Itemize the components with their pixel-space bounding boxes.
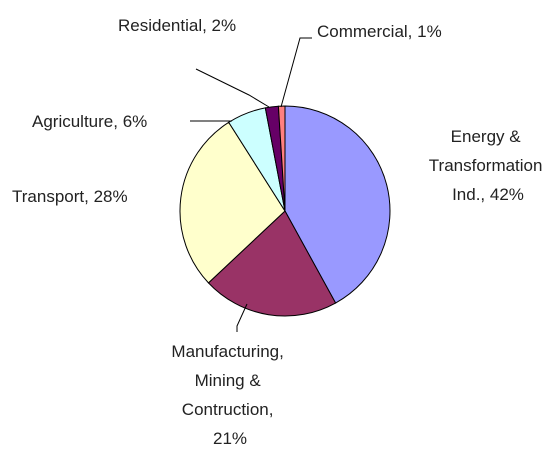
label-energy: Energy & Transformation Ind., 42% xyxy=(429,127,547,204)
leader-line-commercial xyxy=(280,37,312,108)
slice-labels: Energy & Transformation Ind., 42% Manufa… xyxy=(12,16,547,448)
pie-slices xyxy=(179,105,391,317)
label-residential: Residential, 2% xyxy=(118,16,236,35)
label-transport: Transport, 28% xyxy=(12,187,128,206)
leader-line-residential xyxy=(195,68,270,108)
leader-line-manufacturing xyxy=(236,303,248,332)
label-commercial: Commercial, 1% xyxy=(317,22,442,41)
leader-lines xyxy=(190,37,312,332)
label-manufacturing: Manufacturing, Mining & Contruction, 21% xyxy=(171,342,288,448)
pie-slice-manufacturing xyxy=(207,210,337,317)
label-agriculture: Agriculture, 6% xyxy=(32,112,147,131)
pie-slice-transport xyxy=(179,121,286,284)
pie-slice-energy xyxy=(284,105,391,304)
